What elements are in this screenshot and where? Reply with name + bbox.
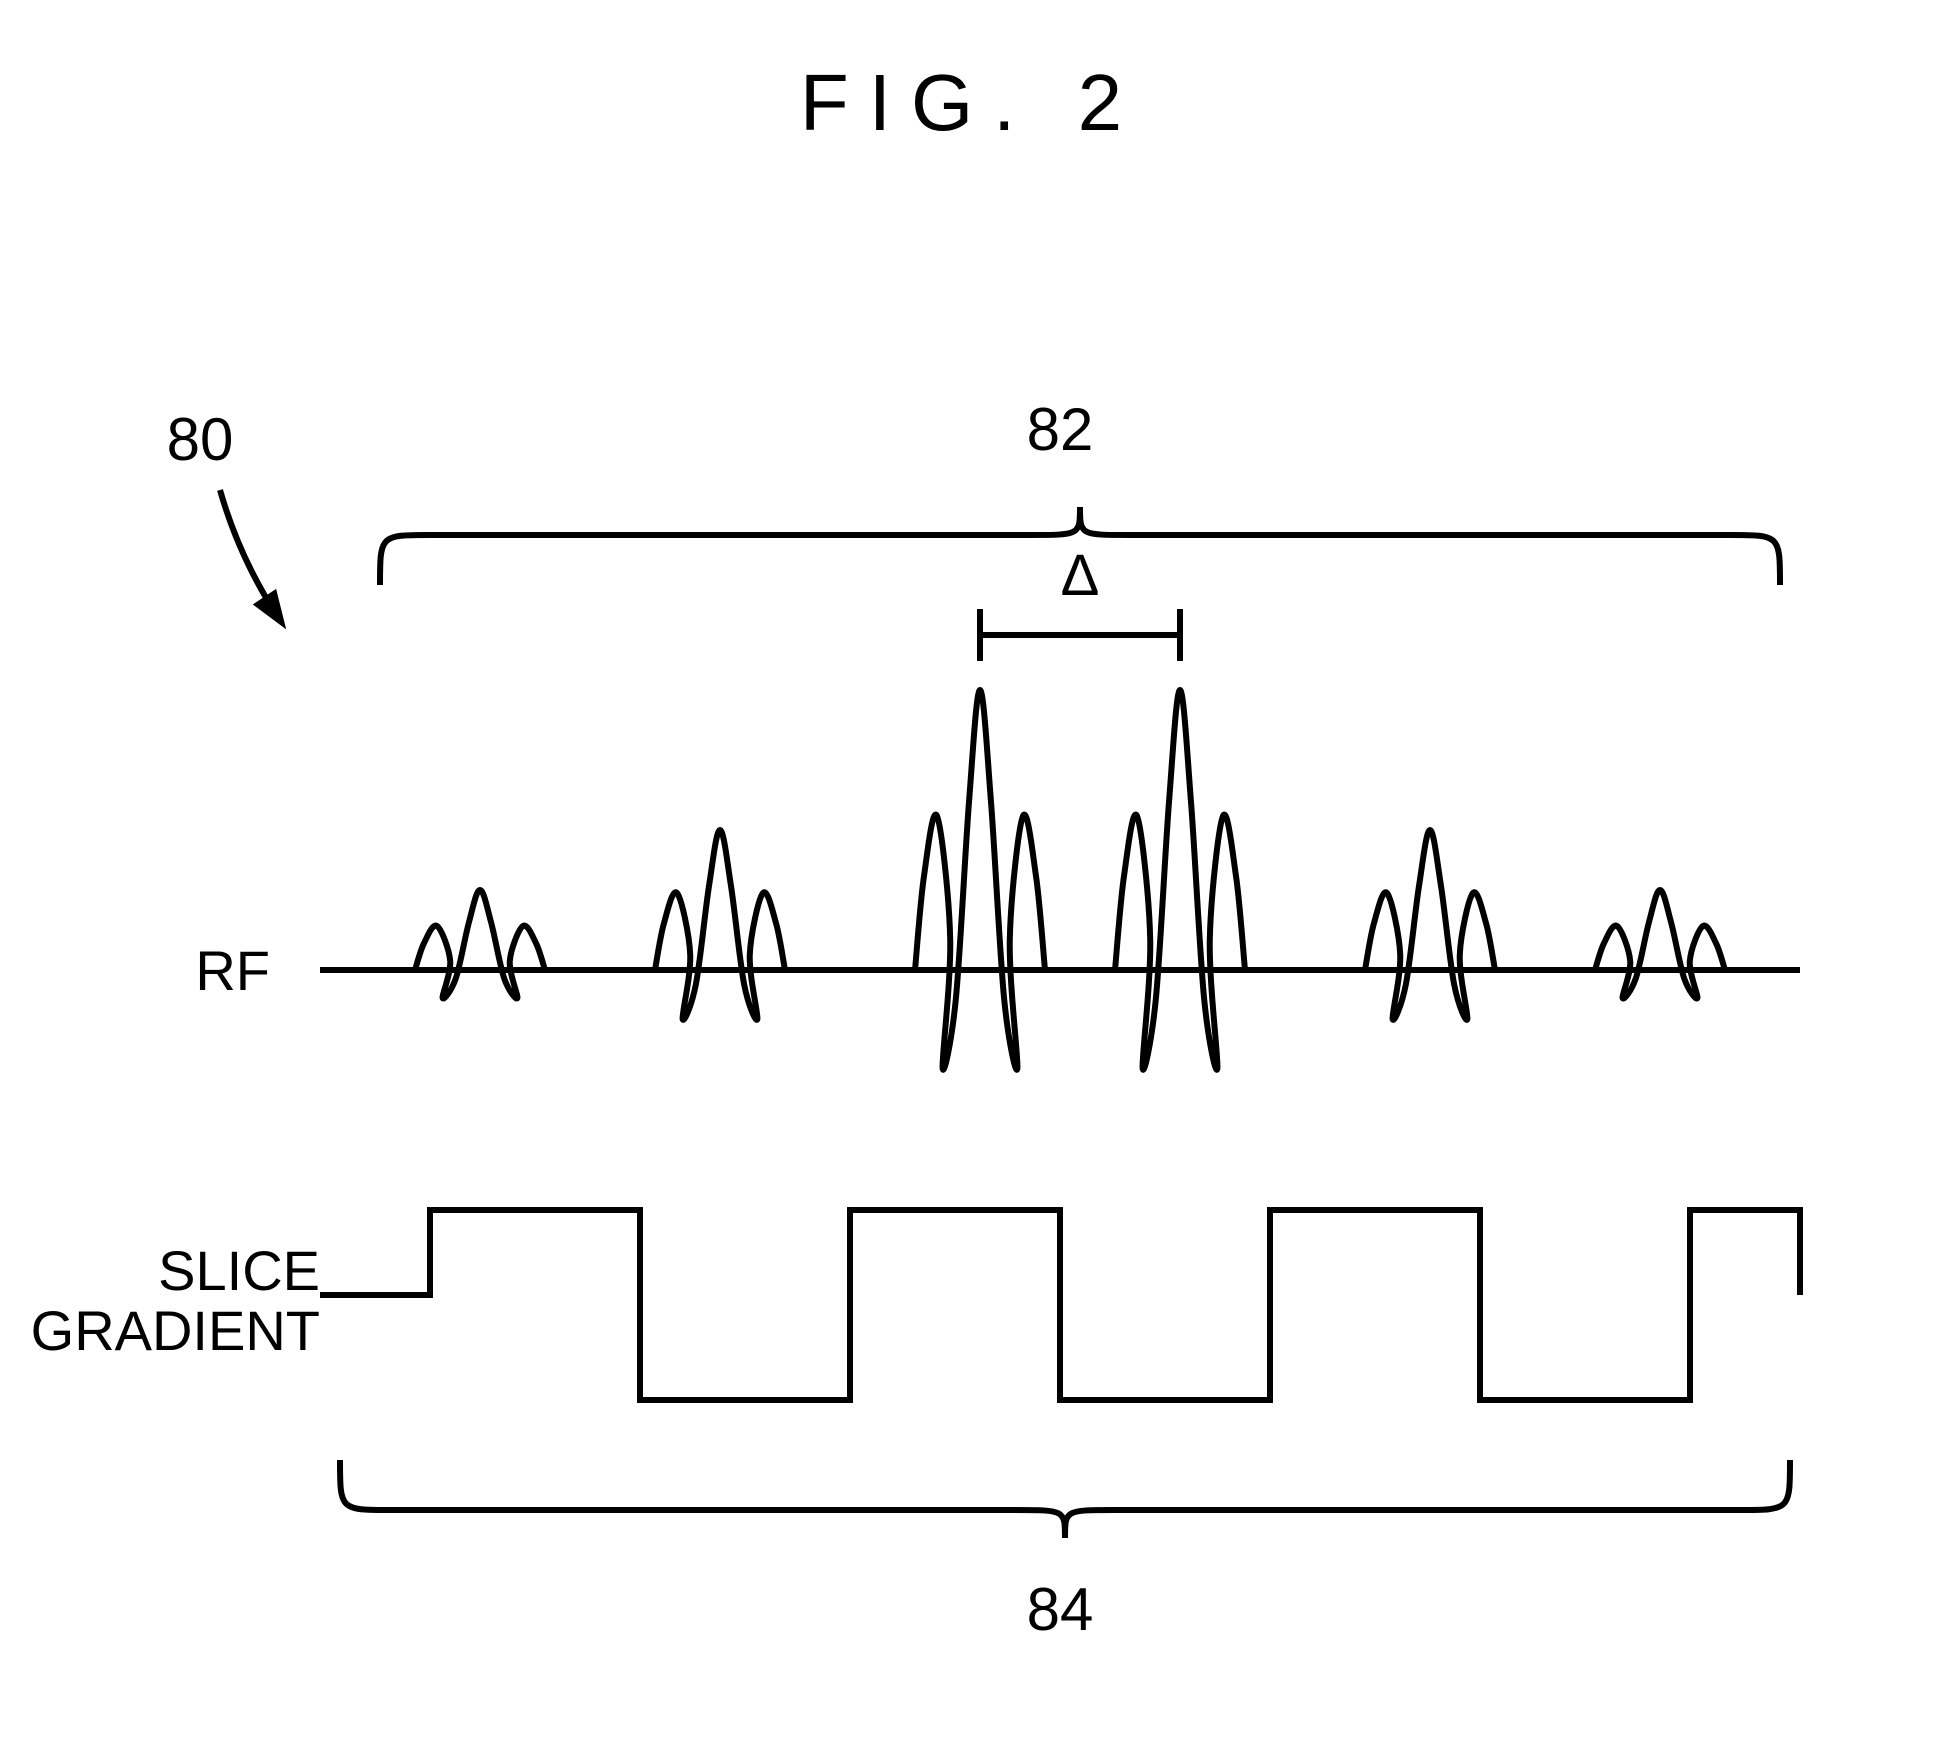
brace-bottom-path <box>340 1460 1790 1538</box>
brace-bottom: 84 <box>340 1460 1790 1643</box>
gradient-label-line1: SLICE <box>158 1239 320 1302</box>
ref-84-label: 84 <box>1027 1576 1094 1643</box>
delta-label: Δ <box>1061 543 1100 608</box>
ref-80-label: 80 <box>167 406 234 473</box>
ref-82-label: 82 <box>1027 396 1094 463</box>
rf-label: RF <box>195 939 270 1002</box>
gradient-label-line2: GRADIENT <box>31 1299 320 1362</box>
gradient-waveform <box>320 1210 1800 1400</box>
rf-pulse <box>415 890 545 999</box>
rf-row: RF <box>195 690 1800 1070</box>
rf-pulse <box>1595 890 1725 999</box>
rf-pulses <box>415 690 1725 1070</box>
rf-pulse <box>1115 690 1245 1070</box>
rf-pulse <box>1365 830 1495 1020</box>
ref-80: 80 <box>167 406 287 629</box>
rf-pulse <box>655 830 785 1020</box>
figure-title: FIG. 2 <box>800 58 1142 147</box>
gradient-row: SLICE GRADIENT <box>31 1210 1800 1400</box>
delta-bar <box>980 609 1180 661</box>
delta-marker: Δ <box>980 543 1180 661</box>
ref-80-arrowhead <box>253 589 286 629</box>
rf-pulse <box>915 690 1045 1070</box>
